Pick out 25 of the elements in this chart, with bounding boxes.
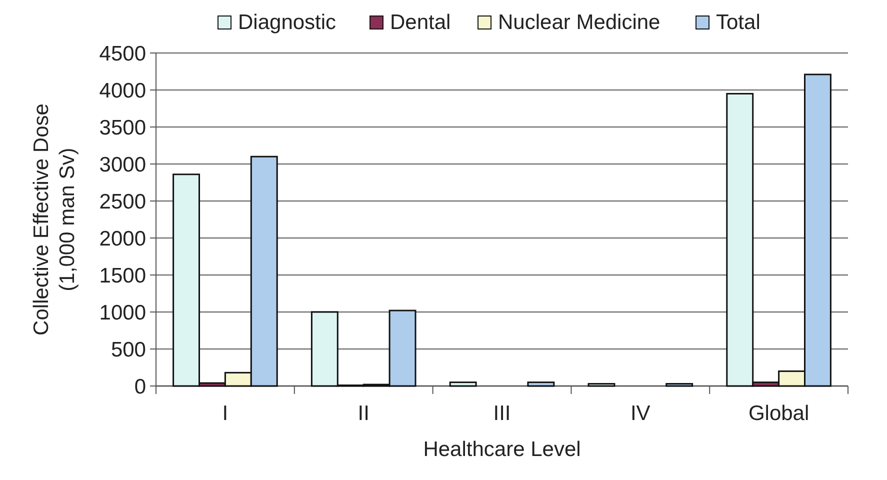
bar <box>588 383 616 387</box>
y-tick-label: 4500 <box>99 42 146 66</box>
y-tick-label: 500 <box>110 338 146 362</box>
x-tick-label: III <box>493 402 511 425</box>
legend-label: Nuclear Medicine <box>498 11 660 34</box>
bar <box>666 383 694 387</box>
x-tick-label: I <box>222 402 228 425</box>
x-tick-label: IV <box>630 402 650 425</box>
y-tick-label: 1500 <box>99 264 146 288</box>
y-tick-label: 0 <box>134 375 146 398</box>
x-tick-label: II <box>358 402 370 425</box>
y-axis-title: Collective Effective Dose (1,000 man Sv) <box>30 104 79 336</box>
legend-label: Total <box>716 11 760 34</box>
y-tick-label: 2500 <box>99 190 146 214</box>
y-tick-label: 1000 <box>99 301 146 324</box>
y-tick-label: 3500 <box>99 116 146 140</box>
bar <box>449 382 477 387</box>
y-tick-label: 4000 <box>99 79 146 102</box>
y-tick-label: 2000 <box>99 227 146 250</box>
x-axis-title: Healthcare Level <box>423 438 581 461</box>
bar <box>527 382 555 387</box>
y-tick-label: 3000 <box>99 153 146 176</box>
x-tick-label: Global <box>748 402 810 425</box>
legend-label: Dental <box>390 11 451 34</box>
legend-label: Diagnostic <box>238 11 336 34</box>
